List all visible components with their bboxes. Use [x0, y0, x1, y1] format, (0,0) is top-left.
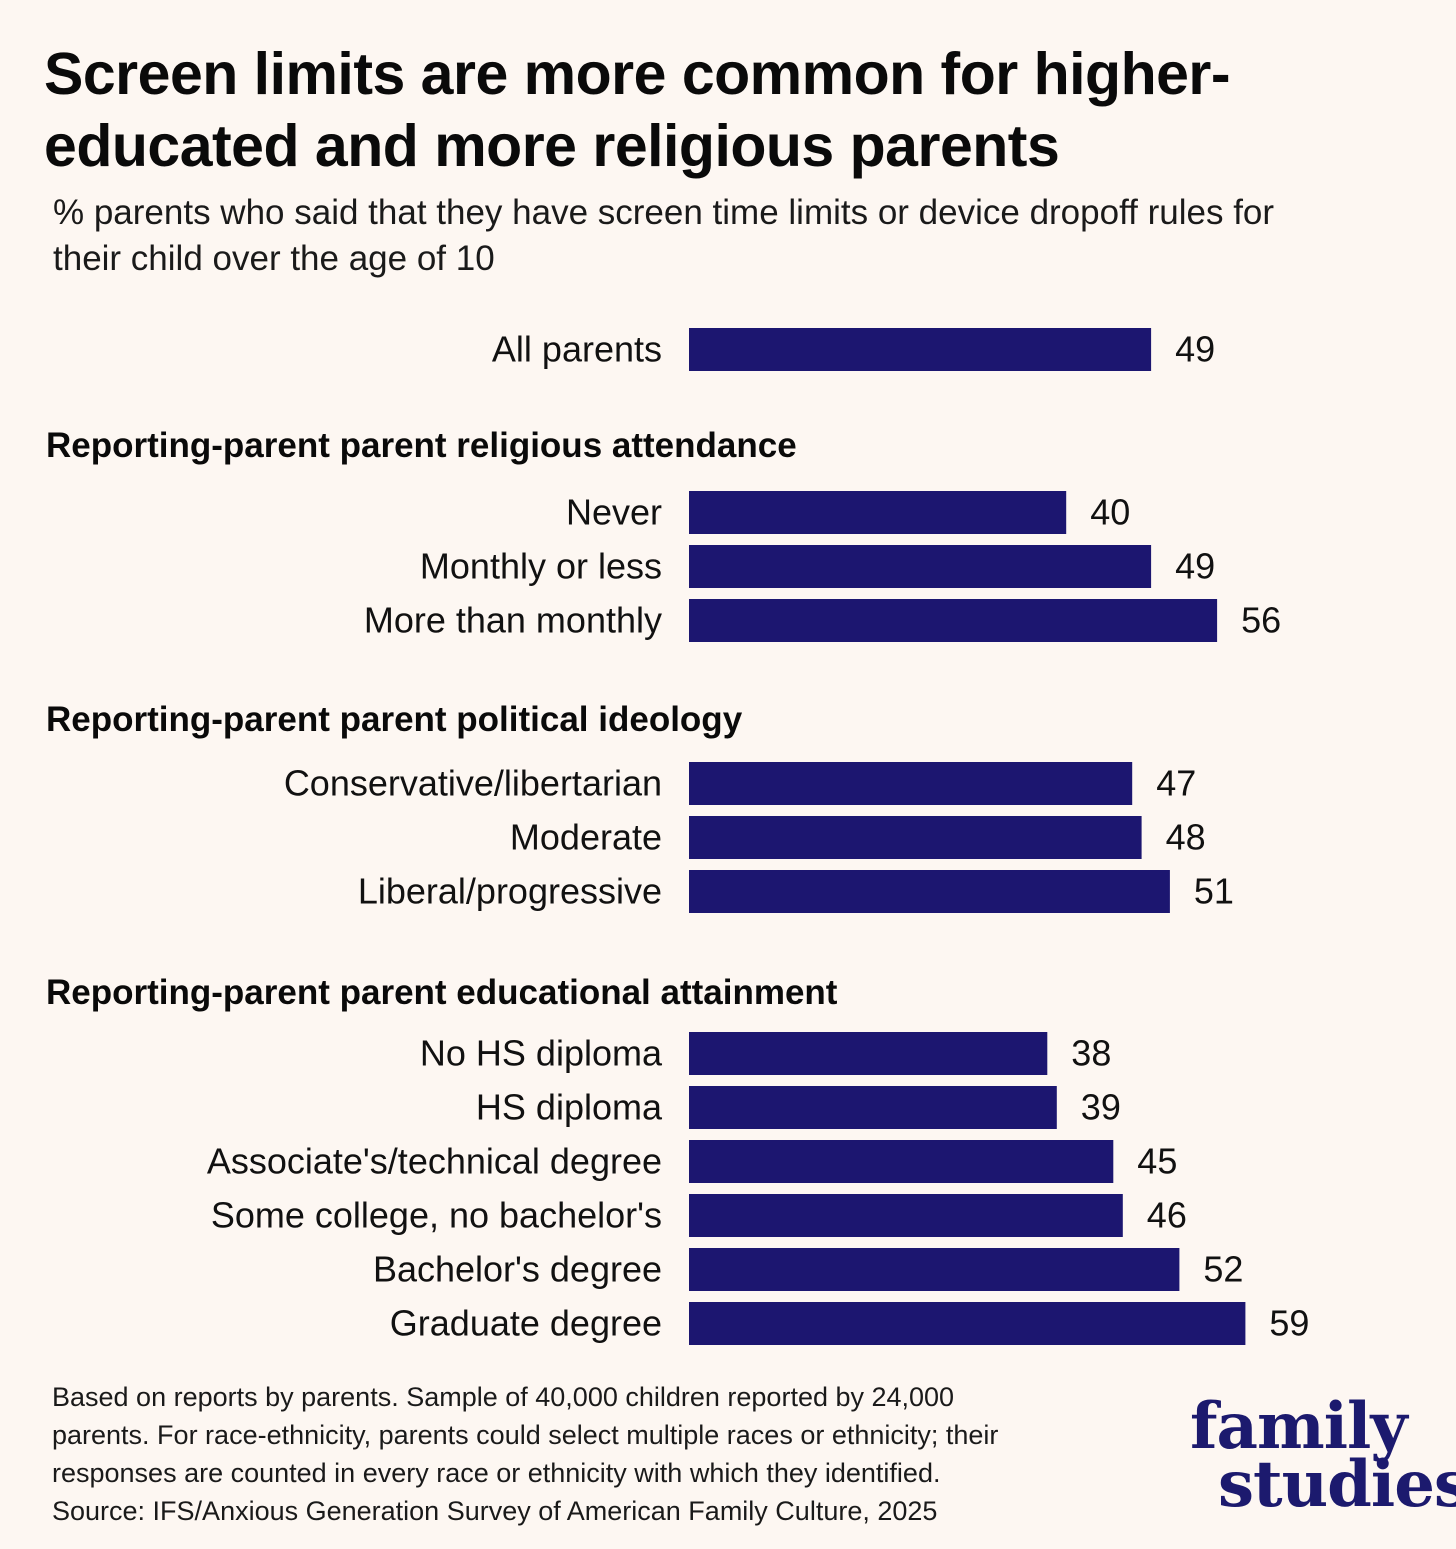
footnote: Based on reports by parents. Sample of 4… [52, 1378, 1162, 1530]
value-label-1-1: 49 [1175, 546, 1215, 587]
footnote-line-1: Based on reports by parents. Sample of 4… [52, 1382, 955, 1412]
value-label-2-1: 48 [1166, 817, 1206, 858]
chart-subtitle-line-1: % parents who said that they have screen… [53, 193, 1275, 232]
category-label-2-0: Conservative/libertarian [284, 763, 662, 804]
bar-3-3 [689, 1194, 1123, 1237]
logo-line-2: studies [1218, 1447, 1456, 1522]
bar-1-0 [689, 491, 1067, 534]
footnote-line-2: parents. For race-ethnicity, parents cou… [52, 1420, 999, 1450]
value-label-3-3: 46 [1147, 1195, 1187, 1236]
bar-1-2 [689, 599, 1218, 642]
bar-0-0 [689, 328, 1152, 371]
group-heading-1: Reporting-parent parent religious attend… [46, 426, 797, 465]
value-label-3-5: 59 [1269, 1303, 1309, 1344]
chart-title-line-2: educated and more religious parents [44, 113, 1060, 179]
footnote-line-4: Source: IFS/Anxious Generation Survey of… [52, 1496, 938, 1526]
category-label-3-5: Graduate degree [390, 1303, 662, 1344]
chart-title-line-1: Screen limits are more common for higher… [44, 41, 1231, 107]
footnote-line-3: responses are counted in every race or e… [52, 1458, 941, 1488]
bar-2-2 [689, 870, 1170, 913]
group-heading-3: Reporting-parent parent educational atta… [46, 973, 838, 1012]
bar-3-0 [689, 1032, 1048, 1075]
bar-2-0 [689, 762, 1133, 805]
value-label-3-1: 39 [1081, 1087, 1121, 1128]
logo-line-1: family [1190, 1389, 1408, 1464]
value-label-1-0: 40 [1090, 492, 1130, 533]
family-studies-logo: family studies [1190, 1389, 1456, 1522]
value-label-1-2: 56 [1241, 600, 1281, 641]
bar-3-2 [689, 1140, 1114, 1183]
category-label-1-2: More than monthly [364, 600, 662, 641]
category-label-3-2: Associate's/technical degree [207, 1141, 662, 1182]
bar-2-1 [689, 816, 1142, 859]
category-label-3-0: No HS diploma [420, 1033, 663, 1074]
category-label-2-2: Liberal/progressive [358, 871, 662, 912]
bar-3-5 [689, 1302, 1246, 1345]
category-label-3-4: Bachelor's degree [373, 1249, 662, 1290]
category-label-1-1: Monthly or less [420, 546, 662, 587]
category-label-1-0: Never [566, 492, 662, 533]
group-heading-2: Reporting-parent parent political ideolo… [46, 700, 743, 739]
value-label-2-0: 47 [1156, 763, 1196, 804]
value-label-0-0: 49 [1175, 329, 1215, 370]
bar-1-1 [689, 545, 1152, 588]
value-label-3-4: 52 [1203, 1249, 1243, 1290]
value-label-3-2: 45 [1137, 1141, 1177, 1182]
chart-title: Screen limits are more common for higher… [44, 38, 1424, 182]
bar-3-1 [689, 1086, 1057, 1129]
value-label-2-2: 51 [1194, 871, 1234, 912]
category-label-3-1: HS diploma [476, 1087, 663, 1128]
value-label-3-0: 38 [1071, 1033, 1111, 1074]
category-label-0-0: All parents [492, 329, 662, 370]
chart-subtitle-line-2: their child over the age of 10 [53, 239, 495, 278]
category-label-3-3: Some college, no bachelor's [211, 1195, 662, 1236]
chart-subtitle: % parents who said that they have screen… [53, 190, 1423, 282]
category-label-2-1: Moderate [510, 817, 662, 858]
bar-chart: All parents 49 Reporting-parent parent rel… [46, 328, 1309, 1345]
bar-3-4 [689, 1248, 1180, 1291]
